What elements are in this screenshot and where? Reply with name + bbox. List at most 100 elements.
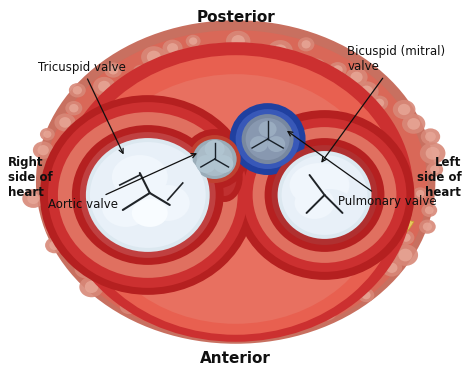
Ellipse shape xyxy=(132,231,153,248)
Ellipse shape xyxy=(106,221,119,231)
Ellipse shape xyxy=(242,259,257,272)
Ellipse shape xyxy=(305,247,316,257)
Ellipse shape xyxy=(164,244,181,258)
Ellipse shape xyxy=(430,165,439,174)
Ellipse shape xyxy=(45,222,60,235)
Ellipse shape xyxy=(372,206,389,220)
Ellipse shape xyxy=(278,151,371,239)
Ellipse shape xyxy=(369,220,383,231)
Ellipse shape xyxy=(425,132,436,141)
Ellipse shape xyxy=(105,63,122,78)
Ellipse shape xyxy=(43,130,52,138)
Ellipse shape xyxy=(253,263,268,276)
Ellipse shape xyxy=(420,143,446,164)
Ellipse shape xyxy=(367,201,394,225)
Ellipse shape xyxy=(82,219,99,234)
Ellipse shape xyxy=(363,224,379,238)
Ellipse shape xyxy=(235,110,414,280)
Text: Aortic valve: Aortic valve xyxy=(48,153,196,211)
Ellipse shape xyxy=(259,256,278,272)
Text: Posterior: Posterior xyxy=(196,10,275,25)
Ellipse shape xyxy=(307,58,326,74)
Ellipse shape xyxy=(59,117,71,128)
Ellipse shape xyxy=(237,254,263,276)
Polygon shape xyxy=(57,212,414,298)
Ellipse shape xyxy=(273,44,287,57)
Ellipse shape xyxy=(254,310,263,318)
Ellipse shape xyxy=(102,187,150,227)
Ellipse shape xyxy=(163,40,183,57)
Ellipse shape xyxy=(86,138,210,252)
Ellipse shape xyxy=(402,233,411,242)
Ellipse shape xyxy=(421,204,437,217)
Ellipse shape xyxy=(100,194,133,221)
Ellipse shape xyxy=(37,145,49,155)
Ellipse shape xyxy=(79,263,92,274)
Ellipse shape xyxy=(295,230,326,256)
Ellipse shape xyxy=(88,74,384,324)
Ellipse shape xyxy=(71,55,401,335)
Ellipse shape xyxy=(139,241,174,271)
Ellipse shape xyxy=(44,203,65,221)
Ellipse shape xyxy=(213,155,233,173)
Ellipse shape xyxy=(301,235,320,251)
Ellipse shape xyxy=(79,276,104,297)
Ellipse shape xyxy=(358,288,374,302)
Text: Anterior: Anterior xyxy=(200,351,271,366)
Ellipse shape xyxy=(72,246,88,260)
Ellipse shape xyxy=(218,263,243,284)
Ellipse shape xyxy=(80,132,216,258)
Ellipse shape xyxy=(425,206,434,214)
Ellipse shape xyxy=(332,288,340,296)
Ellipse shape xyxy=(46,161,61,173)
Ellipse shape xyxy=(132,65,149,79)
Ellipse shape xyxy=(228,258,253,279)
Ellipse shape xyxy=(175,254,193,270)
Ellipse shape xyxy=(421,129,440,145)
Ellipse shape xyxy=(227,304,250,323)
Ellipse shape xyxy=(102,217,123,235)
Ellipse shape xyxy=(141,46,166,68)
Ellipse shape xyxy=(69,104,79,112)
Ellipse shape xyxy=(312,62,322,71)
Ellipse shape xyxy=(40,128,55,141)
Ellipse shape xyxy=(158,239,187,263)
Ellipse shape xyxy=(231,35,245,47)
Ellipse shape xyxy=(72,125,224,265)
Ellipse shape xyxy=(333,239,363,265)
Ellipse shape xyxy=(357,219,385,242)
Ellipse shape xyxy=(167,43,178,53)
Ellipse shape xyxy=(272,145,377,245)
Ellipse shape xyxy=(42,175,57,189)
Ellipse shape xyxy=(69,83,86,97)
Ellipse shape xyxy=(76,215,105,239)
Ellipse shape xyxy=(302,40,311,49)
Ellipse shape xyxy=(45,237,64,253)
Ellipse shape xyxy=(199,251,227,274)
Ellipse shape xyxy=(266,241,298,268)
Ellipse shape xyxy=(315,222,341,243)
Ellipse shape xyxy=(75,259,97,278)
Ellipse shape xyxy=(393,100,415,119)
Text: Bicuspid (mitral)
valve: Bicuspid (mitral) valve xyxy=(322,45,446,162)
Ellipse shape xyxy=(108,230,128,246)
Ellipse shape xyxy=(254,49,263,57)
Ellipse shape xyxy=(352,222,387,252)
Ellipse shape xyxy=(272,246,292,262)
Ellipse shape xyxy=(183,261,200,274)
Ellipse shape xyxy=(423,222,432,231)
Ellipse shape xyxy=(347,203,374,226)
Ellipse shape xyxy=(407,118,420,130)
Ellipse shape xyxy=(402,114,425,134)
Ellipse shape xyxy=(212,255,232,272)
Ellipse shape xyxy=(298,37,315,51)
Ellipse shape xyxy=(113,287,121,295)
Ellipse shape xyxy=(344,231,358,243)
Ellipse shape xyxy=(398,230,414,245)
Ellipse shape xyxy=(124,302,134,311)
Ellipse shape xyxy=(49,241,60,250)
Ellipse shape xyxy=(44,30,428,340)
Ellipse shape xyxy=(192,246,219,270)
Ellipse shape xyxy=(168,300,185,314)
Ellipse shape xyxy=(289,163,350,207)
